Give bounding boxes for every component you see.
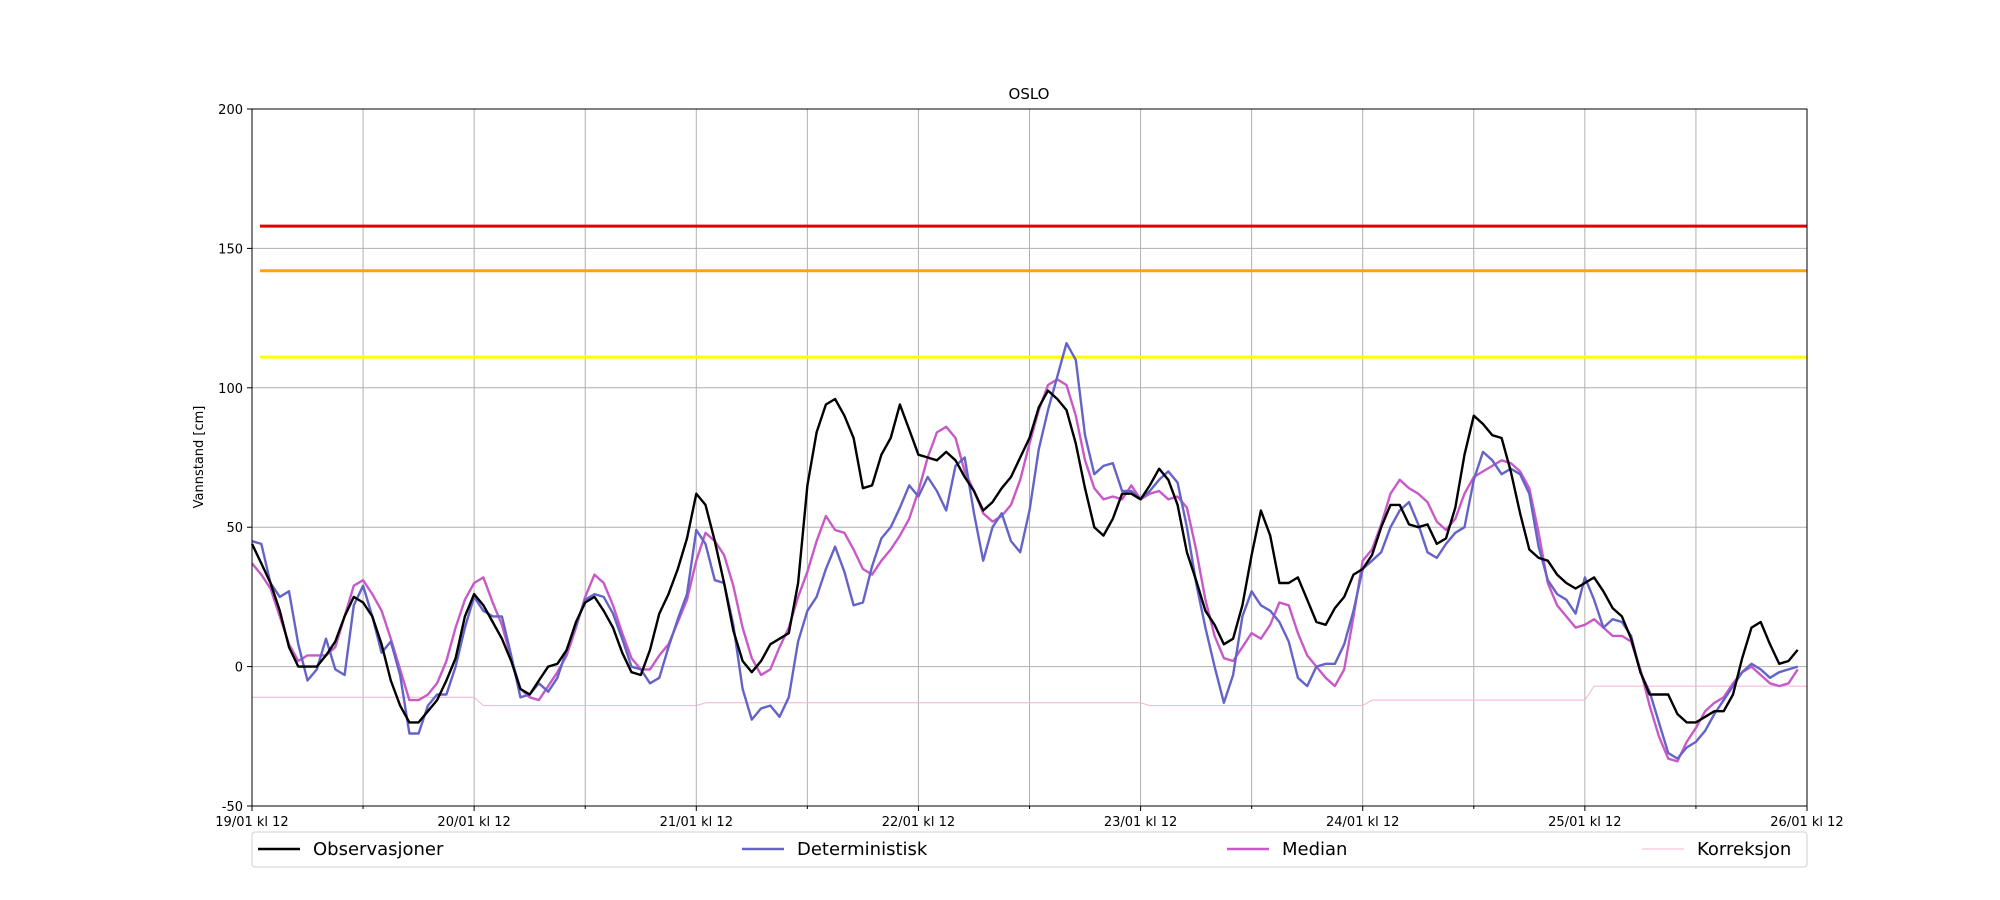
y-tick-label: 100 bbox=[218, 382, 243, 397]
legend-label: Korreksjon bbox=[1697, 839, 1791, 860]
legend-frame bbox=[251, 831, 1808, 868]
x-tick-label: 20/01 kl 12 bbox=[437, 815, 510, 830]
x-tick-label: 23/01 kl 12 bbox=[1104, 815, 1177, 830]
series-line-observasjoner bbox=[250, 389, 1799, 724]
x-tick-label: 21/01 kl 12 bbox=[660, 815, 733, 830]
x-tick-label: 24/01 kl 12 bbox=[1326, 815, 1399, 830]
axis-ticks: -50 0 50 100 150 200 19/01 kl 12 20/01 kl 12 21/… bbox=[215, 103, 1843, 830]
legend-label: Deterministisk bbox=[797, 839, 928, 860]
threshold-lines bbox=[260, 224, 1807, 359]
y-tick-label: 150 bbox=[218, 242, 243, 257]
chart-title: OSLO bbox=[1009, 85, 1050, 103]
legend: Observasjoner Deterministisk Median Korreks… bbox=[251, 831, 1808, 868]
y-tick-label: 200 bbox=[218, 103, 243, 118]
y-axis-label: Vannstand [cm] bbox=[192, 406, 207, 509]
series-lines bbox=[250, 342, 1807, 763]
legend-label: Observasjoner bbox=[313, 839, 444, 860]
x-tick-label: 26/01 kl 12 bbox=[1770, 815, 1843, 830]
y-tick-label: -50 bbox=[222, 800, 243, 815]
series-line-korreksjon bbox=[252, 685, 1807, 707]
x-tick-label: 25/01 kl 12 bbox=[1548, 815, 1621, 830]
y-tick-label: 0 bbox=[235, 661, 243, 676]
series-line-deterministisk bbox=[251, 342, 1799, 760]
legend-label: Median bbox=[1282, 839, 1347, 860]
x-tick-label: 19/01 kl 12 bbox=[215, 815, 288, 830]
y-tick-label: 50 bbox=[226, 521, 243, 536]
x-tick-label: 22/01 kl 12 bbox=[882, 815, 955, 830]
